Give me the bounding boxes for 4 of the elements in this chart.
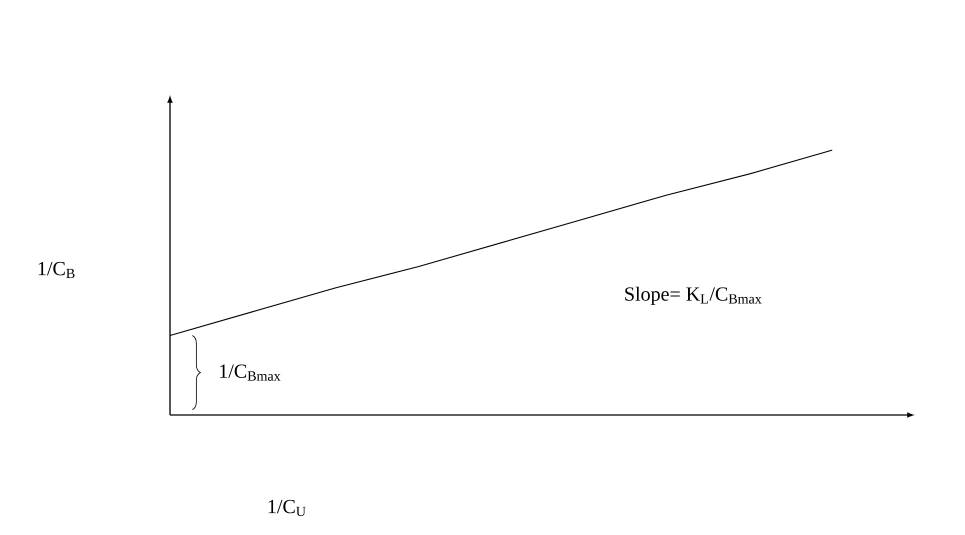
annotation: Slope= K$_{L}$/C$_{Bmax}$ — [625, 286, 762, 305]
y-axis-title: 1/C$_{B}$ — [38, 262, 74, 278]
x-axis-title: 1/C$_{U}$ — [268, 500, 306, 516]
annotation: 1/C$_{Bmax}$ — [220, 364, 280, 381]
